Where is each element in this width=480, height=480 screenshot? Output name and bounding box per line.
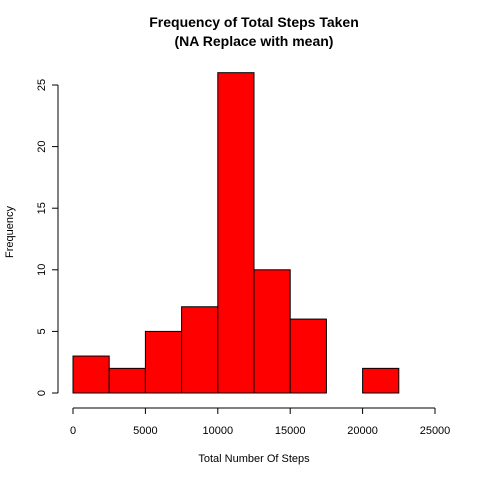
histogram-bar: [289, 318, 327, 394]
histogram-bar: [253, 269, 291, 394]
histogram-bar: [108, 367, 146, 394]
chart-subtitle: (NA Replace with mean): [175, 33, 334, 49]
y-tick-label: 10: [36, 264, 48, 276]
y-tick-label: 5: [36, 328, 48, 334]
y-tick-label: 20: [36, 140, 48, 152]
x-axis-ticks: 0 5000 10000 15000 20000 25000: [70, 408, 450, 437]
y-tick-label: 15: [36, 202, 48, 214]
y-tick-label: 0: [36, 390, 48, 396]
x-tick-label: 0: [70, 425, 76, 437]
x-tick-label: 25000: [420, 425, 451, 437]
x-tick-label: 20000: [347, 425, 378, 437]
histogram-bar: [72, 355, 110, 394]
histogram-bar: [217, 72, 255, 394]
x-tick-label: 15000: [275, 425, 306, 437]
histogram-bar: [144, 330, 183, 394]
histogram-bar: [181, 306, 219, 394]
x-axis-label: Total Number Of Steps: [198, 453, 310, 465]
histogram-bar: [362, 367, 400, 394]
y-tick-label: 25: [36, 79, 48, 91]
x-tick-label: 5000: [133, 425, 157, 437]
y-axis-label: Frequency: [4, 206, 16, 258]
bar-group: [72, 72, 400, 394]
x-tick-label: 10000: [203, 425, 234, 437]
chart-title: Frequency of Total Steps Taken: [149, 14, 359, 30]
y-axis-ticks: 0 5 10 15 20 25: [36, 79, 58, 396]
